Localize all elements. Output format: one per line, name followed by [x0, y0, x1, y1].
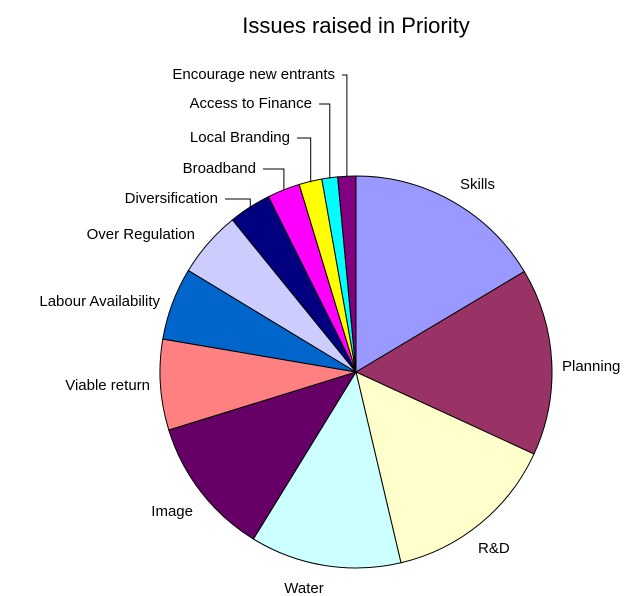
label-labour-availability: Labour Availability [39, 293, 160, 310]
slice-labels: Skills Planning R&D Water Image Viable return… [39, 66, 620, 596]
pie-slices [159, 175, 553, 569]
leader-access-to-finance [319, 103, 331, 179]
label-diversification: Diversification [125, 190, 218, 207]
leader-encourage-new-entrants [342, 74, 348, 178]
slice-planning [354, 270, 553, 455]
slice-skills [355, 175, 525, 373]
leader-lines [225, 74, 348, 209]
label-planning: Planning [562, 358, 620, 375]
label-encourage-new-entrants: Encourage new entrants [172, 66, 335, 83]
leader-local-branding [297, 137, 312, 183]
leader-broadband [263, 168, 285, 191]
label-access-to-finance: Access to Finance [189, 95, 312, 112]
label-viable-return: Viable return [65, 377, 150, 394]
label-water: Water [284, 580, 323, 596]
slice-water [252, 370, 402, 569]
leader-diversification [225, 198, 251, 209]
label-image: Image [151, 503, 193, 520]
slice-image [168, 371, 358, 540]
chart-title: Issues raised in Priority [242, 13, 469, 38]
label-randd: R&D [478, 540, 510, 557]
label-broadband: Broadband [183, 160, 256, 177]
label-over-regulation: Over Regulation [87, 226, 195, 243]
slice-randd [355, 371, 535, 564]
label-skills: Skills [460, 176, 495, 193]
label-local-branding: Local Branding [190, 129, 290, 146]
